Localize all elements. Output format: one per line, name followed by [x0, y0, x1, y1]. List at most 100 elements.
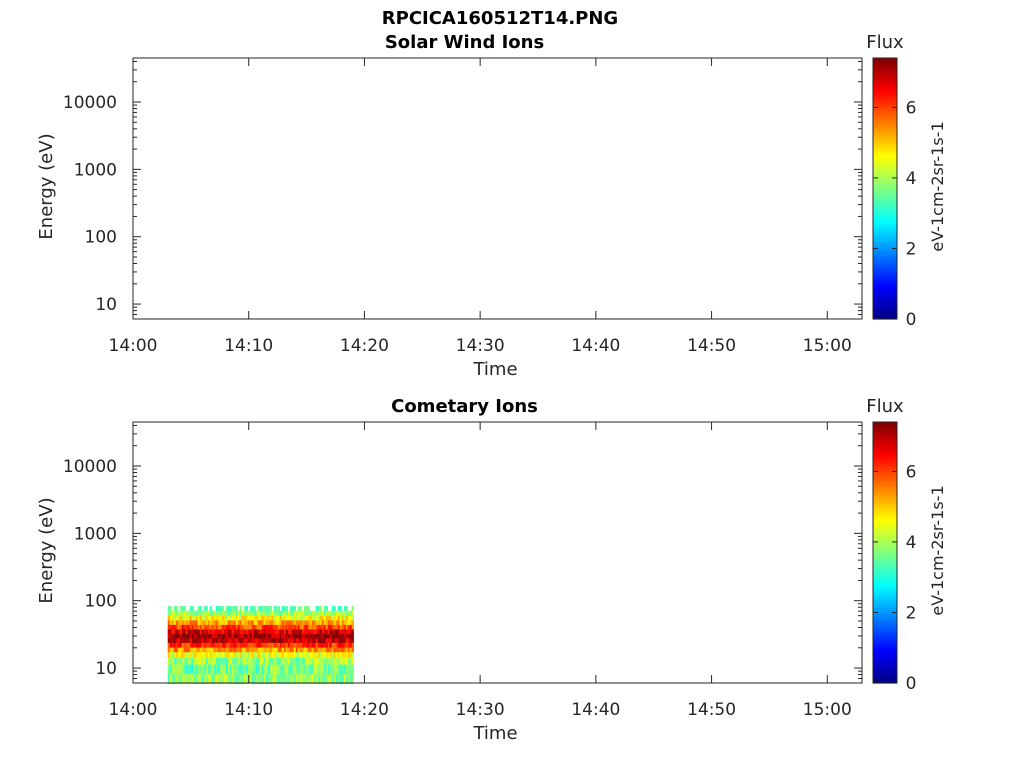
heatmap-cell — [275, 642, 278, 648]
x-tick-label: 15:00 — [803, 336, 852, 356]
heatmap-cell — [169, 657, 172, 665]
colorbar-segment — [873, 593, 897, 597]
heatmap-cell — [179, 657, 182, 665]
heatmap-cell — [251, 657, 254, 665]
heatmap-cell — [335, 619, 338, 625]
heatmap-cell — [329, 664, 332, 674]
heatmap-cell — [219, 657, 222, 665]
heatmap-cell — [241, 647, 244, 653]
heatmap-cell — [261, 657, 264, 665]
heatmap-cell — [219, 638, 222, 643]
heatmap-cell — [251, 624, 254, 630]
heatmap-cell — [315, 619, 318, 625]
heatmap-cell — [203, 651, 206, 658]
heatmap-cell — [229, 651, 232, 658]
heatmap-cell — [255, 619, 258, 625]
heatmap-cell — [237, 664, 240, 674]
colorbar-segment — [873, 517, 897, 522]
heatmap-cell — [183, 651, 186, 658]
heatmap-cell — [261, 606, 264, 611]
heatmap-cell — [235, 624, 238, 630]
heatmap-cell — [319, 610, 322, 616]
heatmap-cell — [231, 664, 234, 674]
heatmap-cell — [191, 664, 194, 674]
heatmap-cell — [337, 619, 340, 625]
heatmap-cell — [175, 642, 178, 648]
heatmap-cell — [207, 624, 210, 630]
heatmap-cell — [231, 615, 234, 621]
heatmap-cell — [175, 610, 178, 616]
heatmap-cell — [301, 651, 304, 658]
heatmap-cell — [201, 664, 204, 674]
heatmap-cell — [317, 673, 320, 685]
heatmap-cell — [321, 633, 324, 639]
colorbar-label: eV-1cm-2sr-1s-1 — [928, 121, 947, 251]
colorbar-segment — [873, 101, 897, 105]
heatmap-cell — [261, 619, 264, 625]
heatmap-cell — [337, 624, 340, 630]
heatmap-cell — [171, 629, 174, 635]
heatmap-cell — [239, 633, 242, 639]
heatmap-cell — [253, 638, 256, 643]
heatmap-cell — [279, 624, 282, 630]
heatmap-cell — [319, 615, 322, 621]
heatmap-cell — [205, 619, 208, 625]
heatmap-cell — [195, 664, 198, 674]
heatmap-cell — [203, 624, 206, 630]
heatmap-cell — [317, 615, 320, 621]
x-tick-label: 14:50 — [687, 336, 736, 356]
heatmap-cell — [269, 647, 272, 653]
heatmap-cell — [243, 610, 246, 616]
heatmap-cell — [187, 633, 190, 639]
x-tick-label: 14:20 — [340, 336, 389, 356]
heatmap-cell — [301, 633, 304, 639]
heatmap-cell — [183, 633, 186, 639]
heatmap-cell — [237, 624, 240, 630]
heatmap-cell — [331, 657, 334, 665]
heatmap-cell — [323, 629, 326, 635]
heatmap-cell — [171, 610, 174, 616]
heatmap-cell — [227, 647, 230, 653]
colorbar-segment — [873, 636, 897, 641]
heatmap-cell — [297, 629, 300, 635]
colorbar-segment — [873, 89, 897, 94]
heatmap-cell — [233, 606, 236, 611]
colorbar-segment — [873, 662, 897, 667]
colorbar-segment — [873, 630, 897, 635]
heatmap-cell — [315, 638, 318, 643]
heatmap-cell — [175, 673, 178, 685]
heatmap-cell — [227, 624, 230, 630]
heatmap-cell — [299, 664, 302, 674]
heatmap-cell — [277, 633, 280, 639]
heatmap-cell — [181, 606, 184, 611]
heatmap-cell — [305, 673, 308, 685]
heatmap-cell — [329, 651, 332, 658]
heatmap-cell — [197, 651, 200, 658]
heatmap-cell — [175, 606, 178, 611]
heatmap-cell — [263, 657, 266, 665]
heatmap-cell — [323, 633, 326, 639]
colorbar-segment — [873, 651, 897, 655]
heatmap-cell — [255, 651, 258, 658]
heatmap-cell — [213, 657, 216, 665]
heatmap-cell — [181, 642, 184, 648]
heatmap-cell — [327, 619, 330, 625]
heatmap-cell — [177, 657, 180, 665]
heatmap-cell — [305, 619, 308, 625]
heatmap-cell — [221, 629, 224, 635]
heatmap-cell — [189, 629, 192, 635]
heatmap-cell — [343, 629, 346, 635]
heatmap-cell — [321, 624, 324, 630]
heatmap-cell — [309, 673, 312, 685]
heatmap-cell — [303, 647, 306, 653]
heatmap-cell — [199, 629, 202, 635]
heatmap-cell — [221, 651, 224, 658]
colorbar-segment — [873, 543, 897, 548]
heatmap-cell — [339, 642, 342, 648]
heatmap-cell — [295, 642, 298, 648]
heatmap-cell — [209, 615, 212, 621]
heatmap-cell — [341, 657, 344, 665]
heatmap-cell — [337, 673, 340, 685]
heatmap-cell — [225, 619, 228, 625]
heatmap-cell — [245, 647, 248, 653]
